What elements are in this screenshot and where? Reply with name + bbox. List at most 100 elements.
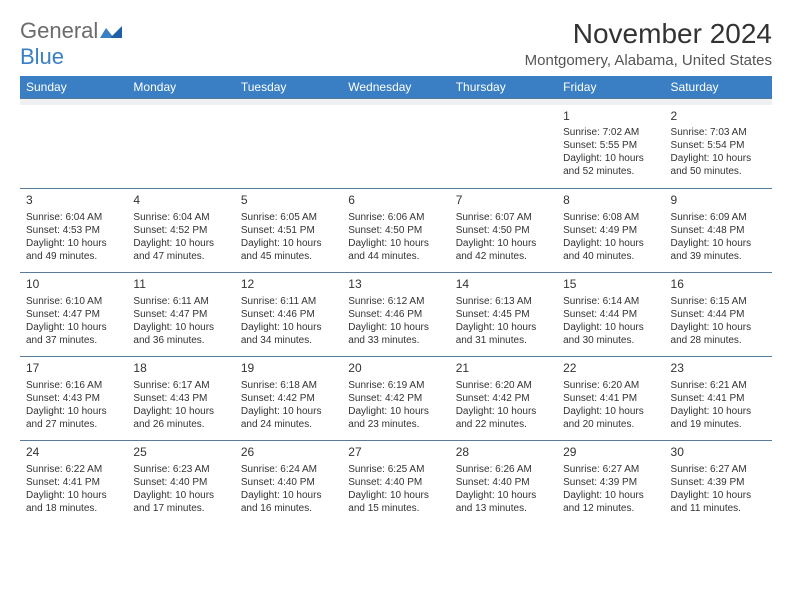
calendar-day-cell: 28Sunrise: 6:26 AMSunset: 4:40 PMDayligh… bbox=[450, 441, 557, 525]
daylight-text: Daylight: 10 hours and 39 minutes. bbox=[671, 237, 766, 263]
day-number: 24 bbox=[26, 445, 121, 461]
day-number: 13 bbox=[348, 277, 443, 293]
sunrise-text: Sunrise: 6:12 AM bbox=[348, 295, 443, 308]
daylight-text: Daylight: 10 hours and 42 minutes. bbox=[456, 237, 551, 263]
sunrise-text: Sunrise: 6:04 AM bbox=[133, 211, 228, 224]
daylight-text: Daylight: 10 hours and 45 minutes. bbox=[241, 237, 336, 263]
sunrise-text: Sunrise: 6:21 AM bbox=[671, 379, 766, 392]
sunset-text: Sunset: 4:46 PM bbox=[348, 308, 443, 321]
sunset-text: Sunset: 4:49 PM bbox=[563, 224, 658, 237]
calendar-table: Sunday Monday Tuesday Wednesday Thursday… bbox=[20, 76, 772, 525]
daylight-text: Daylight: 10 hours and 19 minutes. bbox=[671, 405, 766, 431]
daylight-text: Daylight: 10 hours and 34 minutes. bbox=[241, 321, 336, 347]
sunrise-text: Sunrise: 6:23 AM bbox=[133, 463, 228, 476]
calendar-day-cell: 29Sunrise: 6:27 AMSunset: 4:39 PMDayligh… bbox=[557, 441, 664, 525]
calendar-week-row: 17Sunrise: 6:16 AMSunset: 4:43 PMDayligh… bbox=[20, 357, 772, 441]
weekday-header: Thursday bbox=[450, 76, 557, 99]
sunset-text: Sunset: 4:43 PM bbox=[26, 392, 121, 405]
calendar-day-cell bbox=[342, 105, 449, 189]
day-number: 27 bbox=[348, 445, 443, 461]
day-number: 11 bbox=[133, 277, 228, 293]
calendar-day-cell: 18Sunrise: 6:17 AMSunset: 4:43 PMDayligh… bbox=[127, 357, 234, 441]
daylight-text: Daylight: 10 hours and 52 minutes. bbox=[563, 152, 658, 178]
sunset-text: Sunset: 4:41 PM bbox=[671, 392, 766, 405]
calendar-day-cell: 27Sunrise: 6:25 AMSunset: 4:40 PMDayligh… bbox=[342, 441, 449, 525]
day-number: 19 bbox=[241, 361, 336, 377]
sunset-text: Sunset: 4:50 PM bbox=[456, 224, 551, 237]
calendar-day-cell: 6Sunrise: 6:06 AMSunset: 4:50 PMDaylight… bbox=[342, 189, 449, 273]
sunset-text: Sunset: 4:48 PM bbox=[671, 224, 766, 237]
day-number: 1 bbox=[563, 109, 658, 125]
calendar-day-cell: 16Sunrise: 6:15 AMSunset: 4:44 PMDayligh… bbox=[665, 273, 772, 357]
sunset-text: Sunset: 4:50 PM bbox=[348, 224, 443, 237]
calendar-day-cell: 21Sunrise: 6:20 AMSunset: 4:42 PMDayligh… bbox=[450, 357, 557, 441]
calendar-day-cell: 3Sunrise: 6:04 AMSunset: 4:53 PMDaylight… bbox=[20, 189, 127, 273]
daylight-text: Daylight: 10 hours and 11 minutes. bbox=[671, 489, 766, 515]
weekday-header-row: Sunday Monday Tuesday Wednesday Thursday… bbox=[20, 76, 772, 99]
day-number: 18 bbox=[133, 361, 228, 377]
calendar-day-cell bbox=[450, 105, 557, 189]
calendar-day-cell: 20Sunrise: 6:19 AMSunset: 4:42 PMDayligh… bbox=[342, 357, 449, 441]
daylight-text: Daylight: 10 hours and 30 minutes. bbox=[563, 321, 658, 347]
calendar-week-row: 24Sunrise: 6:22 AMSunset: 4:41 PMDayligh… bbox=[20, 441, 772, 525]
title-block: November 2024 Montgomery, Alabama, Unite… bbox=[525, 18, 772, 69]
calendar-day-cell: 23Sunrise: 6:21 AMSunset: 4:41 PMDayligh… bbox=[665, 357, 772, 441]
sunrise-text: Sunrise: 6:25 AM bbox=[348, 463, 443, 476]
sunset-text: Sunset: 4:52 PM bbox=[133, 224, 228, 237]
daylight-text: Daylight: 10 hours and 13 minutes. bbox=[456, 489, 551, 515]
daylight-text: Daylight: 10 hours and 49 minutes. bbox=[26, 237, 121, 263]
day-number: 9 bbox=[671, 193, 766, 209]
sunrise-text: Sunrise: 6:15 AM bbox=[671, 295, 766, 308]
sunset-text: Sunset: 4:45 PM bbox=[456, 308, 551, 321]
daylight-text: Daylight: 10 hours and 26 minutes. bbox=[133, 405, 228, 431]
day-number: 14 bbox=[456, 277, 551, 293]
weekday-header: Wednesday bbox=[342, 76, 449, 99]
sunset-text: Sunset: 4:46 PM bbox=[241, 308, 336, 321]
calendar-day-cell: 25Sunrise: 6:23 AMSunset: 4:40 PMDayligh… bbox=[127, 441, 234, 525]
day-number: 15 bbox=[563, 277, 658, 293]
day-number: 21 bbox=[456, 361, 551, 377]
calendar-day-cell: 9Sunrise: 6:09 AMSunset: 4:48 PMDaylight… bbox=[665, 189, 772, 273]
daylight-text: Daylight: 10 hours and 20 minutes. bbox=[563, 405, 658, 431]
weekday-header: Tuesday bbox=[235, 76, 342, 99]
sunrise-text: Sunrise: 6:20 AM bbox=[456, 379, 551, 392]
calendar-day-cell: 10Sunrise: 6:10 AMSunset: 4:47 PMDayligh… bbox=[20, 273, 127, 357]
sunset-text: Sunset: 4:53 PM bbox=[26, 224, 121, 237]
day-number: 12 bbox=[241, 277, 336, 293]
daylight-text: Daylight: 10 hours and 24 minutes. bbox=[241, 405, 336, 431]
sunset-text: Sunset: 4:44 PM bbox=[563, 308, 658, 321]
calendar-week-row: 3Sunrise: 6:04 AMSunset: 4:53 PMDaylight… bbox=[20, 189, 772, 273]
logo-text-blue: Blue bbox=[20, 44, 64, 69]
day-number: 5 bbox=[241, 193, 336, 209]
calendar-day-cell: 4Sunrise: 6:04 AMSunset: 4:52 PMDaylight… bbox=[127, 189, 234, 273]
daylight-text: Daylight: 10 hours and 50 minutes. bbox=[671, 152, 766, 178]
day-number: 2 bbox=[671, 109, 766, 125]
calendar-day-cell: 15Sunrise: 6:14 AMSunset: 4:44 PMDayligh… bbox=[557, 273, 664, 357]
sunset-text: Sunset: 5:55 PM bbox=[563, 139, 658, 152]
day-number: 20 bbox=[348, 361, 443, 377]
daylight-text: Daylight: 10 hours and 28 minutes. bbox=[671, 321, 766, 347]
sunset-text: Sunset: 4:42 PM bbox=[456, 392, 551, 405]
sunrise-text: Sunrise: 7:03 AM bbox=[671, 126, 766, 139]
day-number: 7 bbox=[456, 193, 551, 209]
calendar-day-cell: 1Sunrise: 7:02 AMSunset: 5:55 PMDaylight… bbox=[557, 105, 664, 189]
calendar-day-cell: 26Sunrise: 6:24 AMSunset: 4:40 PMDayligh… bbox=[235, 441, 342, 525]
calendar-day-cell: 2Sunrise: 7:03 AMSunset: 5:54 PMDaylight… bbox=[665, 105, 772, 189]
day-number: 4 bbox=[133, 193, 228, 209]
sunrise-text: Sunrise: 6:24 AM bbox=[241, 463, 336, 476]
calendar-day-cell: 11Sunrise: 6:11 AMSunset: 4:47 PMDayligh… bbox=[127, 273, 234, 357]
day-number: 30 bbox=[671, 445, 766, 461]
sunrise-text: Sunrise: 6:27 AM bbox=[671, 463, 766, 476]
calendar-day-cell bbox=[20, 105, 127, 189]
daylight-text: Daylight: 10 hours and 17 minutes. bbox=[133, 489, 228, 515]
calendar-day-cell: 7Sunrise: 6:07 AMSunset: 4:50 PMDaylight… bbox=[450, 189, 557, 273]
day-number: 26 bbox=[241, 445, 336, 461]
day-number: 8 bbox=[563, 193, 658, 209]
sunset-text: Sunset: 4:43 PM bbox=[133, 392, 228, 405]
sunrise-text: Sunrise: 6:04 AM bbox=[26, 211, 121, 224]
sunrise-text: Sunrise: 6:10 AM bbox=[26, 295, 121, 308]
sunrise-text: Sunrise: 6:19 AM bbox=[348, 379, 443, 392]
daylight-text: Daylight: 10 hours and 40 minutes. bbox=[563, 237, 658, 263]
sunrise-text: Sunrise: 6:06 AM bbox=[348, 211, 443, 224]
weekday-header: Sunday bbox=[20, 76, 127, 99]
